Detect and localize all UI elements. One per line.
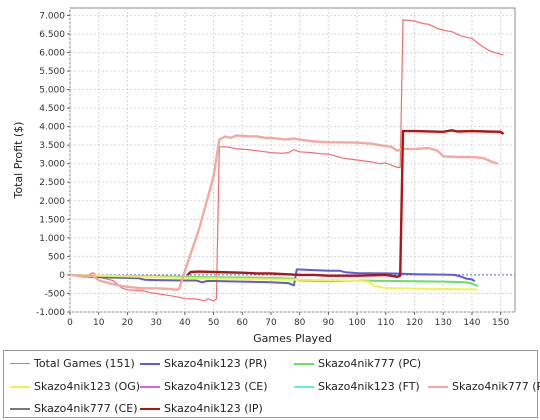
legend-label: Skazo4nik123 (OG): [34, 380, 141, 393]
y-tick-label: 5.500: [39, 67, 65, 77]
x-tick-label: 20: [122, 318, 134, 328]
series-line-1: [69, 268, 476, 287]
legend-label: Skazo4nik777 (PS): [452, 380, 540, 393]
series-layer: [69, 19, 505, 302]
legend-label: Skazo4nik123 (IP): [164, 402, 263, 415]
y-tick-label: 500: [48, 252, 65, 262]
legend-swatch: [140, 385, 160, 388]
x-axis-title: Games Played: [253, 332, 332, 345]
y-axis-ticks: -1.000 -500 0 500 1.000 1.500 2.000 2.500 3.000 3…: [36, 11, 70, 318]
legend-item-6: Skazo4nik777 (PS): [428, 380, 540, 393]
legend-item-2: Skazo4nik777 (PC): [294, 357, 421, 370]
series-line-6: [69, 134, 499, 291]
series-line-8: [186, 129, 505, 278]
series-line-0: [69, 19, 504, 302]
legend-item-3: Skazo4nik123 (OG): [10, 380, 140, 393]
y-tick-label: 1.500: [39, 215, 65, 225]
legend-label: Skazo4nik123 (PR): [164, 357, 268, 370]
legend-swatch: [10, 363, 30, 364]
profit-chart: 0 10 20 30 40 50 60 70 80 90 100 110 120 130 140 150 -1…: [12, 7, 516, 345]
x-tick-label: 130: [435, 318, 452, 328]
x-tick-label: 90: [323, 318, 335, 328]
y-tick-label: -1.000: [36, 308, 65, 318]
x-tick-label: 110: [377, 318, 394, 328]
y-tick-label: 2.000: [39, 197, 65, 207]
x-tick-label: 150: [492, 318, 509, 328]
x-tick-label: 10: [93, 318, 105, 328]
legend-item-4: Skazo4nik123 (CE): [140, 380, 268, 393]
legend-label: Skazo4nik123 (CE): [164, 380, 268, 393]
y-tick-label: 1.000: [39, 234, 65, 244]
y-tick-label: 4.000: [39, 123, 65, 133]
legend-label: Total Games (151): [34, 357, 135, 370]
legend-item-0: Total Games (151): [10, 357, 135, 370]
y-axis-title: Total Profit ($): [12, 122, 25, 200]
x-axis-ticks: 0 10 20 30 40 50 60 70 80 90 100 110 120 130 140 150: [67, 312, 510, 328]
grid-lines: [69, 8, 515, 313]
y-tick-label: 4.500: [39, 104, 65, 114]
legend-swatch: [10, 385, 30, 388]
x-tick-label: 60: [237, 318, 249, 328]
legend-item-1: Skazo4nik123 (PR): [140, 357, 267, 370]
legend-swatch: [140, 362, 160, 365]
x-tick-label: 0: [67, 318, 73, 328]
x-tick-label: 70: [265, 318, 277, 328]
plot-area: [69, 7, 516, 313]
legend-item-7: Skazo4nik777 (CE): [10, 402, 138, 415]
x-tick-label: 140: [463, 318, 480, 328]
x-tick-label: 120: [406, 318, 423, 328]
x-tick-label: 30: [150, 318, 162, 328]
legend-label: Skazo4nik777 (PC): [318, 357, 422, 370]
legend-swatch: [294, 385, 314, 388]
legend: Total Games (151) Skazo4nik123 (PR) Skazo4…: [3, 350, 540, 418]
legend-label: Skazo4nik777 (CE): [34, 402, 138, 415]
y-tick-label: 3.000: [39, 160, 65, 170]
series-line-3: [69, 273, 478, 291]
legend-swatch: [428, 385, 448, 388]
legend-swatch: [10, 407, 30, 410]
x-tick-label: 100: [349, 318, 366, 328]
legend-item-8: Skazo4nik123 (IP): [140, 402, 263, 415]
y-tick-label: 6.000: [39, 48, 65, 58]
legend-swatch: [140, 407, 160, 410]
legend-item-5: Skazo4nik123 (FT): [294, 380, 420, 393]
y-tick-label: 3.500: [39, 141, 65, 151]
legend-swatch: [294, 362, 314, 365]
x-tick-label: 40: [179, 318, 191, 328]
x-tick-label: 50: [208, 318, 220, 328]
y-tick-label: 0: [59, 271, 65, 281]
y-tick-label: 2.500: [39, 178, 65, 188]
y-tick-label: 7.000: [39, 11, 65, 21]
legend-label: Skazo4nik123 (FT): [318, 380, 420, 393]
y-tick-label: -500: [45, 289, 66, 299]
x-tick-label: 80: [294, 318, 306, 328]
y-tick-label: 5.000: [39, 86, 65, 96]
y-tick-label: 6.500: [39, 30, 65, 40]
